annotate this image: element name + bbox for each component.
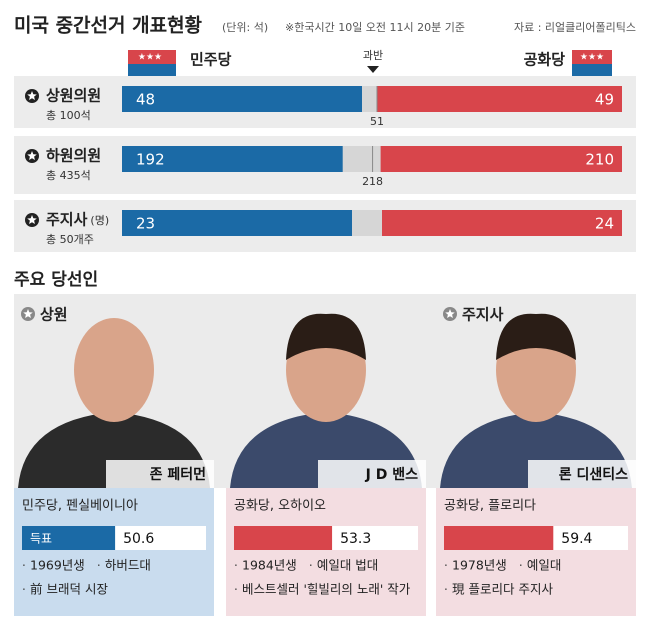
card-background — [226, 488, 426, 616]
fact-bullet: · — [97, 559, 101, 573]
dem-value: 48 — [136, 91, 155, 109]
party-region: 공화당, 오하이오 — [234, 499, 326, 514]
photo-head — [74, 318, 154, 422]
rep-value: 24 — [595, 215, 614, 233]
fact: 1984년생 — [242, 558, 297, 573]
row-total: 총 100석 — [46, 109, 91, 122]
dem-bar — [122, 210, 352, 236]
elephant-icon: ★★★ — [572, 50, 612, 80]
rep-bar — [377, 86, 622, 112]
fact: 하버드대 — [105, 558, 151, 573]
fact-bullet: · — [519, 559, 523, 573]
row-label: 하원의원 — [46, 147, 101, 165]
name-box — [106, 460, 214, 488]
row-total: 총 50개주 — [46, 233, 94, 246]
star-shape — [27, 91, 37, 101]
majority-value: 218 — [362, 175, 383, 188]
donkey-icon: ★★★ — [128, 50, 176, 78]
rep-bar — [382, 210, 622, 236]
office-label: 상원 — [40, 306, 68, 324]
fact: 前 브래덕 시장 — [30, 582, 108, 597]
star-shape — [23, 309, 33, 319]
vote-bar — [22, 526, 116, 550]
fact-bullet: · — [444, 559, 448, 573]
rep-value: 210 — [585, 151, 614, 169]
fact-bullet: · — [234, 583, 238, 597]
unit: (단위: 석) — [222, 21, 268, 34]
svg-text:★★★: ★★★ — [580, 53, 604, 63]
fact-bullet: · — [309, 559, 313, 573]
vote-bar — [234, 526, 333, 550]
dem-bar — [122, 86, 362, 112]
fact: 1969년생 — [30, 558, 85, 573]
star-shape — [27, 151, 37, 161]
rep-bar — [380, 146, 622, 172]
fact: 예일대 — [527, 558, 562, 573]
winner-name: J D 밴스 — [365, 467, 418, 483]
majority-value: 51 — [370, 115, 384, 128]
rep-label: 공화당 — [524, 51, 566, 69]
party-region: 민주당, 펜실베이니아 — [22, 499, 138, 514]
title: 미국 중간선거 개표현황 — [14, 14, 203, 37]
party-region: 공화당, 플로리다 — [444, 499, 536, 514]
winner-name: 존 페터먼 — [150, 466, 206, 483]
fact: 예일대 법대 — [317, 558, 378, 573]
source: 자료 : 리얼클리어폴리틱스 — [514, 20, 636, 34]
row-total: 총 435석 — [46, 169, 91, 182]
card-background — [436, 488, 636, 616]
row-label-note: (명) — [90, 214, 109, 227]
office-label: 주지사 — [462, 306, 504, 324]
row-label: 주지사 — [46, 211, 88, 229]
photo-hair — [496, 313, 576, 360]
majority-arrow — [367, 66, 379, 73]
winner-name: 론 디샌티스 — [559, 466, 628, 483]
rep-value: 49 — [595, 91, 614, 109]
svg-text:★★★: ★★★ — [138, 53, 162, 63]
fact: 베스트셀러 '힐빌리의 노래' 작가 — [242, 582, 411, 597]
dem-value: 192 — [136, 151, 165, 169]
card-background — [14, 488, 214, 616]
fact-bullet: · — [22, 559, 26, 573]
name-box — [528, 460, 636, 488]
section-title: 주요 당선인 — [14, 270, 98, 290]
dem-bar — [122, 146, 343, 172]
fact-bullet: · — [234, 559, 238, 573]
note: ※한국시간 10일 오전 11시 20분 기준 — [285, 20, 465, 34]
vote-value: 59.4 — [561, 531, 592, 547]
dem-label: 민주당 — [190, 51, 232, 69]
fact-bullet: · — [22, 583, 26, 597]
vote-bar — [444, 526, 554, 550]
vote-label: 득표 — [30, 532, 52, 546]
vote-value: 53.3 — [340, 531, 371, 547]
majority-label: 과반 — [363, 49, 383, 62]
fact: 現 플로리다 주지사 — [452, 582, 553, 597]
name-box — [318, 460, 426, 488]
photo-hair — [286, 313, 366, 360]
vote-value: 50.6 — [123, 531, 154, 547]
row-label: 상원의원 — [46, 87, 101, 105]
fact: 1978년생 — [452, 558, 507, 573]
star-shape — [27, 215, 37, 225]
star-shape — [445, 309, 455, 319]
fact-bullet: · — [444, 583, 448, 597]
dem-value: 23 — [136, 215, 155, 233]
